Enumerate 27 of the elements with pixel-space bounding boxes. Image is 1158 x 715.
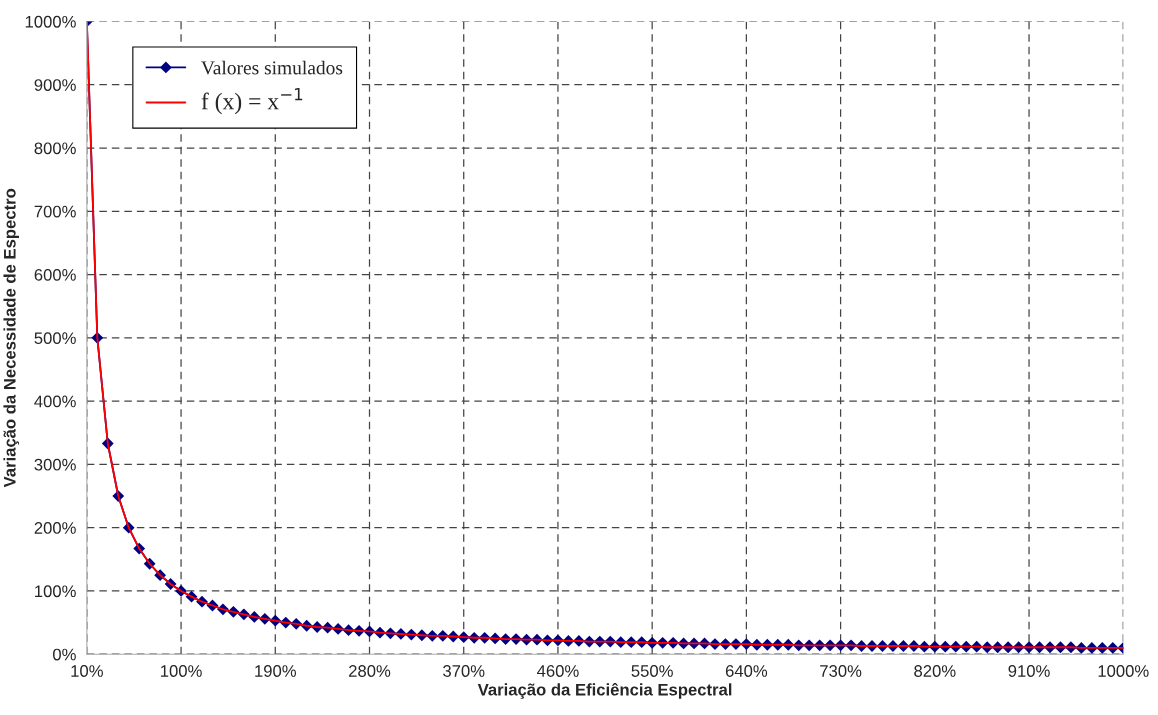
y-tick-label: 500% [34,332,76,345]
x-tick-label: 640% [725,665,768,677]
x-tick-label: 1000% [1098,665,1149,677]
x-axis-title: Variação da Eficiência Espectral [477,682,732,699]
x-tick-label: 190% [255,665,297,677]
y-tick-label: 0% [53,648,76,661]
y-tick-label: 900% [34,79,76,91]
legend-label: f (x) = x$^{−1}$ [201,88,303,115]
x-tick-label: 820% [914,665,956,677]
y-tick-label: 800% [34,142,76,155]
x-tick-label: 280% [349,665,391,677]
x-tick-label: 10% [71,665,103,677]
x-tick-label: 730% [820,665,862,677]
y-tick-label: 400% [34,395,76,408]
legend-label: Valores simulados [201,60,343,75]
x-tick-label: 100% [161,665,202,677]
x-tick-label: 550% [631,665,673,677]
y-tick-label: 300% [34,458,76,471]
y-tick-label: 100% [35,585,76,598]
x-tick-label: 910% [1008,665,1050,677]
x-tick-label: 460% [537,665,579,677]
y-tick-label: 700% [34,205,76,218]
x-tick-label: 370% [443,665,485,677]
y-tick-label: 600% [34,268,76,281]
y-tick-label: 200% [34,522,76,534]
y-axis-title: Variação da Necessidade de Espectro [3,188,19,488]
y-tick-label: 1000% [25,15,76,28]
